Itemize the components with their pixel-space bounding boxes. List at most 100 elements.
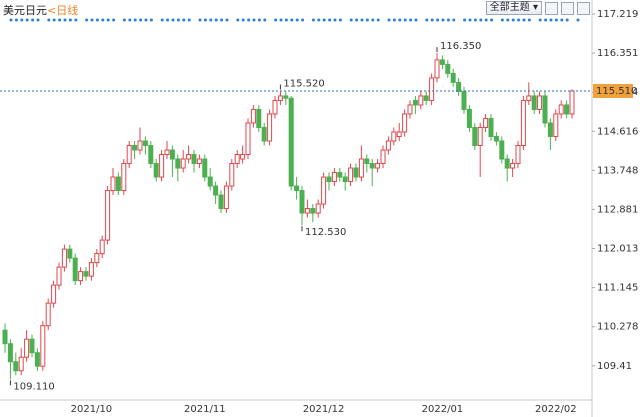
y-tick-label: 111.145 [597, 283, 638, 294]
tool-icon[interactable] [561, 1, 574, 15]
event-dot [263, 18, 267, 22]
candle-body [526, 95, 532, 101]
event-dot [436, 18, 440, 22]
event-dot [414, 18, 418, 22]
last-price-label: 115.510 [596, 86, 637, 97]
event-dot [387, 18, 391, 22]
event-dot [290, 18, 294, 22]
event-dot [371, 18, 375, 22]
event-dot [144, 18, 148, 22]
candle-body [499, 140, 505, 160]
y-tick-label: 117.219 [597, 9, 638, 20]
event-dot [376, 18, 380, 22]
x-tick-label: 2021/11 [184, 404, 226, 415]
candle-body [169, 149, 175, 160]
candle-body [213, 185, 219, 196]
candle-body [358, 158, 364, 178]
event-dot [149, 18, 153, 22]
candle-body [504, 158, 510, 169]
event-dot [112, 18, 116, 22]
candle-body [51, 284, 57, 304]
candle-body [445, 63, 451, 74]
event-dot [425, 18, 429, 22]
event-dot [360, 18, 364, 22]
candle-body [2, 329, 8, 345]
candle-body [439, 59, 445, 65]
candle-body [456, 81, 462, 92]
event-dot [106, 18, 110, 22]
event-dot [31, 18, 35, 22]
y-tick-label: 113.748 [597, 165, 638, 176]
event-dot [252, 18, 256, 22]
candle-body [520, 99, 526, 146]
event-dot [47, 18, 51, 22]
event-dot [527, 18, 531, 22]
candle-body [391, 131, 397, 142]
event-dot [468, 18, 472, 22]
event-dot [517, 18, 521, 22]
event-dot [522, 18, 526, 22]
candle-body [342, 176, 348, 183]
tool-icon[interactable] [577, 1, 590, 15]
candle-body [353, 167, 359, 178]
y-tick-label: 112.013 [597, 244, 638, 255]
candle-body [531, 95, 537, 110]
event-dot [479, 18, 483, 22]
candle-body [223, 185, 229, 210]
event-dot [295, 18, 299, 22]
theme-button[interactable]: 全部主题 ▾ [485, 1, 542, 15]
candle-body [40, 325, 46, 367]
candle-body [148, 144, 154, 165]
event-dot [446, 18, 450, 22]
event-dot [560, 18, 564, 22]
candle-body [218, 194, 224, 210]
candle-body [115, 176, 121, 192]
candle-body [13, 361, 19, 372]
candle-body [105, 190, 111, 241]
candle-body [483, 117, 489, 128]
candle-body [477, 126, 483, 146]
candle-body [202, 158, 208, 178]
candle-body [159, 154, 165, 178]
candle-body [256, 108, 262, 128]
candle-body [283, 95, 289, 99]
x-tick-label: 2022/02 [535, 404, 577, 415]
high-label: 115.520 [283, 79, 324, 90]
candle-body [137, 140, 143, 151]
event-dot [274, 18, 278, 22]
candle-body [412, 99, 418, 106]
candle-body [326, 176, 332, 183]
candle-body [56, 266, 62, 286]
event-dot [122, 18, 126, 22]
candle-body [240, 154, 246, 160]
event-dot [203, 18, 207, 22]
candle-body [434, 59, 440, 79]
header: 美元日元<日线 [3, 2, 78, 18]
candle-body [450, 72, 456, 83]
low-label: 112.530 [305, 227, 346, 238]
event-dot [511, 18, 515, 22]
event-dot [490, 18, 494, 22]
candle-body [18, 356, 24, 372]
candle-body [110, 176, 116, 192]
candle-body [191, 154, 197, 165]
candle-body [29, 338, 35, 354]
event-dot [403, 18, 407, 22]
y-tick-label: 116.351 [597, 48, 638, 59]
candle-body [207, 176, 213, 187]
event-dot [355, 18, 359, 22]
timeframe[interactable]: <日线 [47, 4, 79, 17]
candle-body [288, 97, 294, 187]
candle-body [315, 203, 321, 214]
candle-body [196, 158, 202, 165]
candle-body [94, 253, 100, 264]
candle-body [331, 172, 337, 183]
event-dot [214, 18, 218, 22]
y-tick-label: 110.278 [597, 322, 638, 333]
candle-body [67, 248, 73, 259]
event-dot [52, 18, 56, 22]
event-dot [95, 18, 99, 22]
tool-icon[interactable] [545, 1, 558, 15]
event-dot [220, 18, 224, 22]
